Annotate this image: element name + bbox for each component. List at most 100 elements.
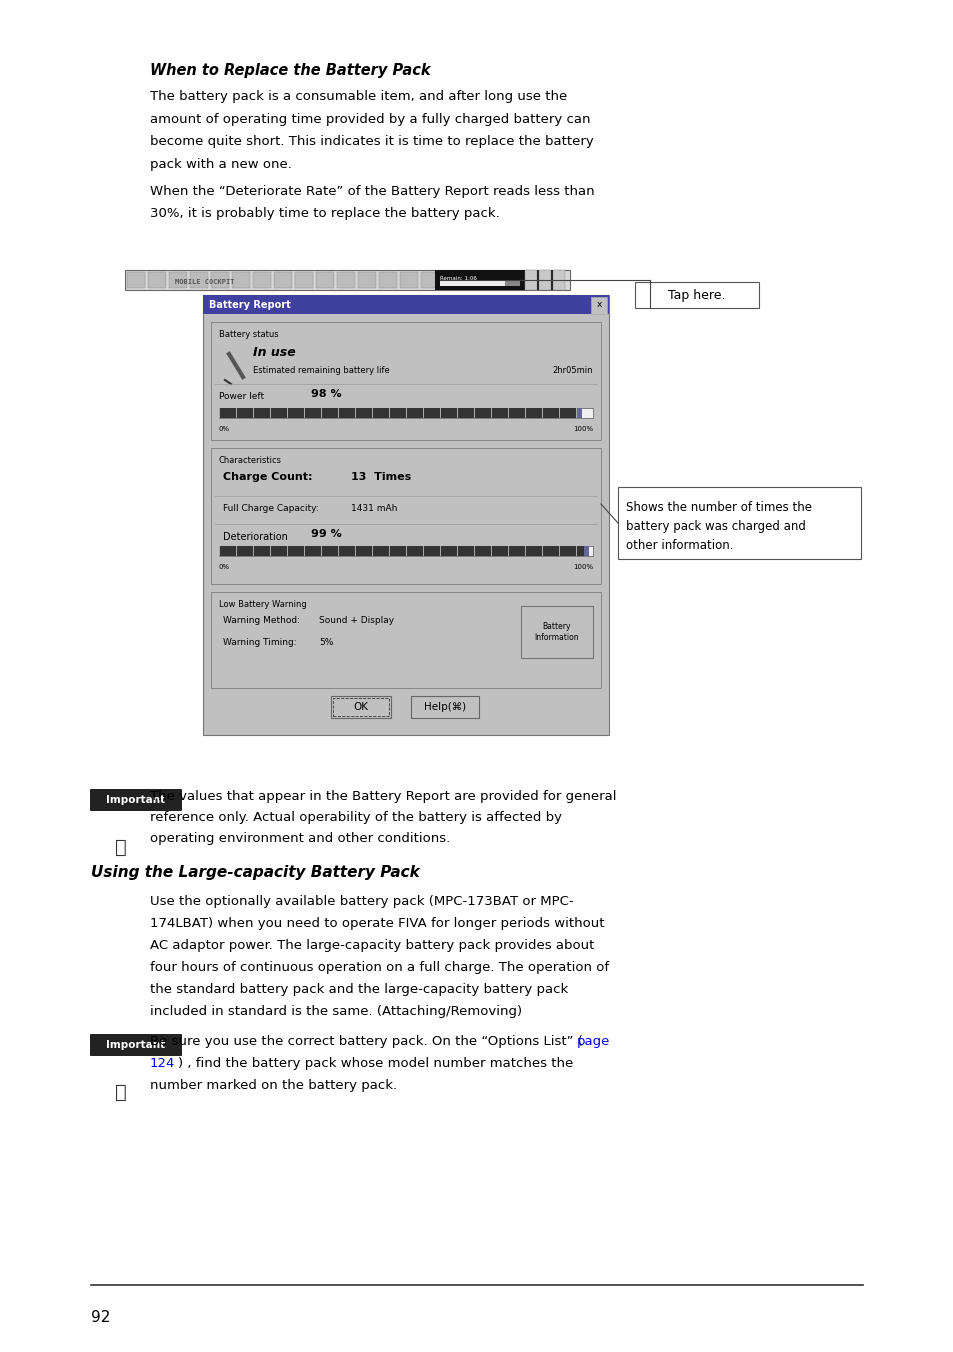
Bar	[583, 546, 589, 556]
Text: AC adaptor power. The large-capacity battery pack provides about: AC adaptor power. The large-capacity bat…	[150, 940, 594, 952]
Bar	[538, 270, 551, 289]
Bar	[635, 283, 759, 308]
Bar	[541, 408, 543, 418]
Bar	[474, 546, 475, 556]
Bar	[211, 322, 600, 439]
Bar	[336, 272, 355, 288]
Bar	[558, 408, 560, 418]
Bar	[378, 272, 396, 288]
Text: included in standard is the same. (Attaching/Removing): included in standard is the same. (Attac…	[150, 1005, 521, 1018]
Bar	[553, 270, 564, 289]
Bar	[337, 408, 339, 418]
Bar	[435, 270, 555, 289]
Text: pack with a new one.: pack with a new one.	[150, 158, 292, 170]
Bar	[219, 408, 220, 418]
Bar	[507, 408, 509, 418]
Bar	[320, 546, 322, 556]
Bar	[577, 408, 581, 418]
Text: 2hr05min: 2hr05min	[552, 366, 593, 375]
Bar	[169, 272, 187, 288]
Text: 100%: 100%	[572, 426, 593, 433]
Bar	[524, 408, 526, 418]
Bar	[422, 408, 424, 418]
Bar	[483, 272, 501, 288]
Bar	[294, 272, 313, 288]
Bar	[355, 408, 356, 418]
Bar	[127, 272, 145, 288]
Bar	[253, 546, 254, 556]
Text: Full Charge Capacity:: Full Charge Capacity:	[223, 504, 318, 512]
Text: Power left: Power left	[219, 392, 264, 402]
Text: 13  Times: 13 Times	[351, 472, 411, 483]
Bar	[618, 487, 861, 558]
Bar	[439, 280, 519, 287]
Bar	[211, 272, 229, 288]
Bar	[491, 408, 492, 418]
Text: Charge Count:: Charge Count:	[223, 472, 313, 483]
Bar	[420, 272, 438, 288]
Bar	[333, 698, 389, 717]
Bar	[372, 546, 374, 556]
FancyBboxPatch shape	[90, 790, 182, 811]
Text: 100%: 100%	[572, 564, 593, 571]
Bar	[411, 696, 478, 718]
Bar	[304, 546, 305, 556]
Bar	[125, 270, 569, 289]
Bar	[148, 272, 166, 288]
Bar	[337, 546, 339, 556]
Text: reference only. Actual operability of the battery is affected by: reference only. Actual operability of th…	[150, 811, 561, 823]
Bar	[462, 272, 480, 288]
Text: 0%: 0%	[219, 564, 230, 571]
Bar	[590, 297, 606, 314]
Bar	[357, 272, 375, 288]
Bar	[422, 546, 424, 556]
Text: 124: 124	[150, 1057, 175, 1069]
Text: operating environment and other conditions.: operating environment and other conditio…	[150, 831, 450, 845]
Text: 👍: 👍	[115, 838, 127, 857]
Bar	[274, 272, 292, 288]
Text: 92: 92	[91, 1310, 111, 1325]
Text: Sound + Display: Sound + Display	[318, 617, 394, 625]
Bar	[399, 272, 417, 288]
Text: other information.: other information.	[625, 539, 733, 552]
Bar	[211, 592, 600, 688]
Bar	[576, 408, 577, 418]
Text: Battery status: Battery status	[219, 330, 278, 339]
Bar	[270, 546, 272, 556]
Text: 👍: 👍	[115, 1083, 127, 1102]
Bar	[190, 272, 208, 288]
Text: Remain: 1:06: Remain: 1:06	[439, 277, 476, 281]
Text: OK: OK	[354, 702, 368, 713]
Bar	[270, 408, 272, 418]
Text: become quite short. This indicates it is time to replace the battery: become quite short. This indicates it is…	[150, 135, 593, 147]
Bar	[507, 546, 509, 556]
Bar	[320, 408, 322, 418]
Text: Warning Method:: Warning Method:	[223, 617, 299, 625]
Bar	[219, 408, 593, 418]
Text: Be sure you use the correct battery pack. On the “Options List” (: Be sure you use the correct battery pack…	[150, 1036, 582, 1048]
Text: 98 %: 98 %	[311, 389, 341, 399]
FancyBboxPatch shape	[90, 1034, 182, 1056]
Bar	[287, 546, 288, 556]
Bar	[576, 546, 577, 556]
Bar	[520, 606, 593, 658]
Bar	[219, 546, 593, 556]
Bar	[541, 546, 543, 556]
Bar	[219, 546, 220, 556]
Text: Help(⌘): Help(⌘)	[423, 702, 466, 713]
Bar	[235, 546, 237, 556]
Text: When to Replace the Battery Pack: When to Replace the Battery Pack	[150, 64, 430, 78]
Text: 99 %: 99 %	[311, 529, 341, 539]
Text: Battery
Information: Battery Information	[534, 622, 578, 642]
Bar	[456, 546, 458, 556]
Bar	[253, 408, 254, 418]
Text: The values that appear in the Battery Report are provided for general: The values that appear in the Battery Re…	[150, 790, 616, 803]
Text: Low Battery Warning: Low Battery Warning	[219, 600, 307, 608]
Bar	[211, 448, 600, 584]
Text: The battery pack is a consumable item, and after long use the: The battery pack is a consumable item, a…	[150, 91, 567, 103]
Text: amount of operating time provided by a fully charged battery can: amount of operating time provided by a f…	[150, 114, 590, 126]
Text: Estimated remaining battery life: Estimated remaining battery life	[253, 366, 390, 375]
Bar	[372, 408, 374, 418]
Bar	[439, 408, 441, 418]
Text: Use the optionally available battery pack (MPC-173BAT or MPC-: Use the optionally available battery pac…	[150, 895, 573, 909]
